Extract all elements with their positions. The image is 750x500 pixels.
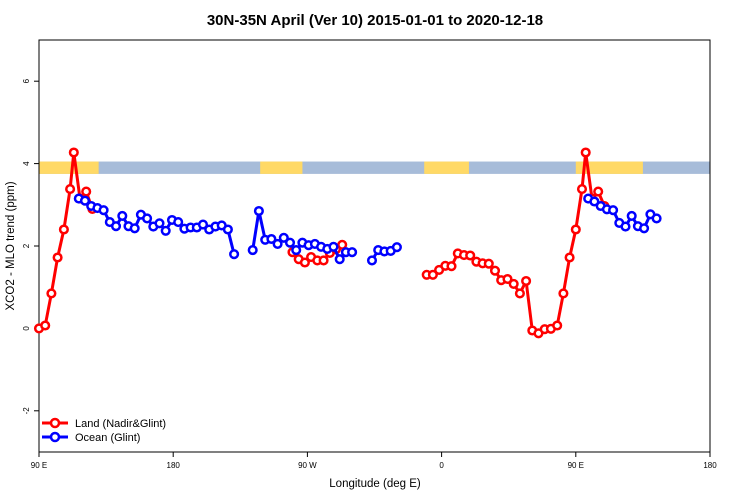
point-ocean — [284, 237, 296, 248]
x-axis-label: Longitude (deg E) — [329, 478, 421, 490]
point-land — [427, 269, 438, 280]
y-axis: -2 0 2 4 6 — [22, 78, 39, 414]
series-line-land — [38, 151, 94, 330]
x-axis: 90 E 180 90 W 0 90 E 180 — [31, 452, 717, 470]
point-ocean — [222, 224, 233, 235]
series-ocean — [73, 193, 662, 266]
x-tick-label: 90 W — [298, 461, 317, 470]
point-ocean — [589, 196, 600, 207]
point-ocean — [366, 255, 378, 266]
land-band-segment — [575, 161, 643, 174]
y-tick-label: 0 — [22, 326, 31, 331]
point-land — [58, 224, 69, 235]
point-land — [337, 239, 348, 250]
point-land — [570, 224, 581, 235]
x-tick-label: 180 — [167, 461, 181, 470]
point-ocean — [110, 221, 122, 232]
point-land — [65, 184, 76, 195]
legend-marker-land — [49, 417, 61, 429]
point-land — [40, 320, 51, 331]
point-ocean — [334, 254, 345, 265]
y-tick-label: 4 — [22, 161, 31, 166]
point-ocean — [197, 219, 209, 230]
legend-marker-ocean — [49, 431, 61, 443]
land-band-segment — [260, 161, 303, 174]
point-ocean — [608, 205, 619, 216]
point-land — [81, 186, 92, 197]
point-ocean — [278, 232, 289, 243]
plot-frame — [38, 39, 711, 453]
point-ocean — [391, 242, 402, 253]
point-ocean — [291, 245, 302, 256]
point-ocean — [266, 233, 277, 245]
point-ocean — [79, 195, 91, 206]
point-land — [465, 250, 476, 261]
point-ocean — [229, 249, 240, 260]
point-ocean — [328, 241, 339, 252]
point-land — [521, 275, 532, 287]
legend: Land (Nadir&Glint) Ocean (Glint) — [42, 417, 166, 444]
point-land — [508, 278, 519, 289]
ocean-band — [39, 161, 710, 174]
point-ocean — [620, 221, 631, 232]
point-ocean — [247, 245, 258, 256]
point-land — [593, 186, 604, 197]
surface-type-band — [39, 161, 710, 174]
point-ocean — [626, 210, 637, 221]
point-land — [558, 288, 569, 299]
y-tick-label: 2 — [22, 243, 31, 248]
point-land — [52, 252, 63, 263]
legend-label-land: Land (Nadir&Glint) — [75, 418, 166, 430]
point-ocean — [98, 205, 109, 216]
point-land — [46, 288, 57, 299]
point-land — [318, 255, 329, 266]
point-land — [514, 288, 525, 299]
point-ocean — [160, 225, 171, 236]
legend-label-ocean: Ocean (Glint) — [75, 432, 140, 444]
point-land — [68, 147, 79, 158]
series-line-ocean — [251, 209, 353, 261]
point-land — [489, 265, 501, 276]
point-land — [446, 261, 457, 272]
point-ocean — [347, 247, 358, 258]
y-tick-label: -2 — [22, 407, 31, 415]
point-land — [502, 273, 513, 285]
y-axis-label: XCO2 - MLO trend (ppm) — [5, 181, 17, 310]
series-layer — [33, 147, 662, 339]
land-band-segment — [424, 161, 469, 174]
chart-title: 30N-35N April (Ver 10) 2015-01-01 to 202… — [207, 12, 543, 29]
point-ocean — [129, 223, 140, 234]
point-ocean — [117, 210, 128, 221]
x-tick-label: 180 — [703, 461, 717, 470]
x-tick-label: 0 — [439, 461, 444, 470]
point-ocean — [154, 218, 165, 229]
x-tick-label: 90 E — [31, 461, 47, 470]
point-ocean — [639, 223, 650, 234]
point-ocean — [173, 217, 184, 228]
point-land — [299, 257, 310, 268]
point-ocean — [651, 213, 662, 224]
series-line-land — [426, 151, 606, 335]
point-land — [576, 184, 588, 195]
point-ocean — [253, 205, 264, 217]
point-ocean — [272, 238, 283, 249]
series-land — [33, 147, 610, 339]
x-tick-label: 90 E — [568, 461, 584, 470]
point-land — [580, 147, 591, 158]
land-band-segment — [39, 161, 99, 174]
point-ocean — [142, 213, 153, 224]
y-tick-label: 6 — [22, 78, 31, 83]
point-land — [483, 258, 494, 269]
point-land — [564, 252, 575, 263]
point-land — [552, 320, 563, 331]
